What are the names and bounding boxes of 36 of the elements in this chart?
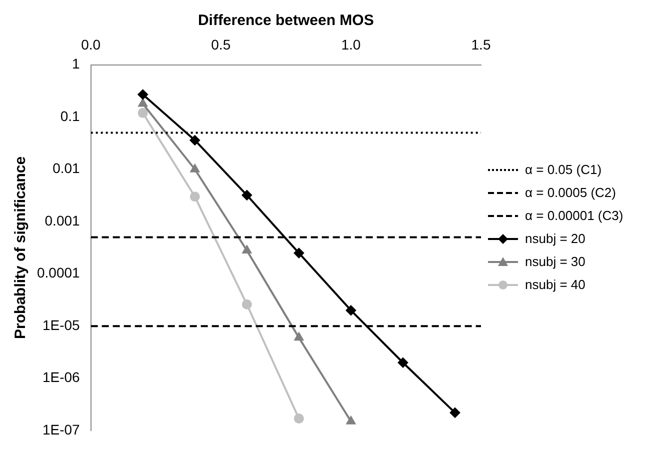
point — [242, 190, 252, 200]
point — [450, 408, 460, 418]
point — [346, 305, 356, 316]
legend-label: α = 0.05 (C1) — [525, 162, 602, 177]
point — [190, 192, 200, 202]
legend-label: α = 0.0005 (C2) — [525, 185, 616, 200]
point — [346, 416, 356, 424]
y-tick-label: 0.0001 — [36, 264, 80, 281]
y-tick-label: 0.001 — [44, 212, 80, 228]
point — [242, 299, 252, 310]
x-axis-title: Difference between MOS — [198, 12, 374, 30]
point — [138, 108, 148, 118]
point — [398, 358, 408, 368]
y-tick-label: 1E-07 — [42, 421, 80, 438]
y-tick-label: 1E-05 — [42, 316, 80, 333]
x-tick-label: 1.0 — [341, 36, 361, 52]
x-tick-label: 0.5 — [211, 36, 231, 52]
y-tick-label: 1 — [72, 56, 80, 72]
y-axis-title: Probablity of significance — [12, 156, 30, 339]
legend-label: nsubj = 20 — [525, 231, 586, 246]
point — [138, 90, 148, 100]
point — [294, 414, 304, 424]
point — [294, 332, 304, 341]
x-tick-label: 0.0 — [81, 36, 101, 52]
y-tick-label: 0.01 — [52, 160, 80, 176]
point — [190, 164, 200, 172]
point — [294, 248, 304, 258]
legend-label: nsubj = 30 — [525, 254, 586, 269]
legend-label: α = 0.00001 (C3) — [525, 208, 624, 223]
legend-label: nsubj = 40 — [525, 277, 586, 292]
point — [242, 245, 252, 254]
x-tick-label: 1.5 — [471, 36, 491, 52]
y-tick-label: 0.1 — [60, 108, 80, 124]
point — [190, 135, 200, 146]
y-tick-label: 1E-06 — [42, 369, 80, 386]
point — [138, 98, 148, 107]
